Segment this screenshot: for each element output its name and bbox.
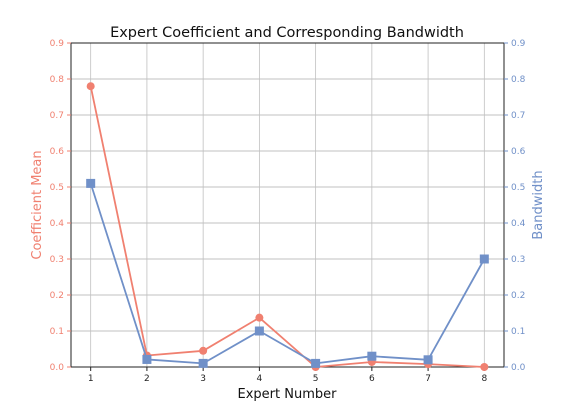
- series-1-point: [480, 363, 489, 371]
- left-axis-label: Coefficient Mean: [30, 150, 45, 259]
- right-tick-label: 0.5: [511, 183, 525, 193]
- right-tick-label: 0.4: [511, 219, 526, 229]
- series-2-point: [423, 355, 433, 365]
- plot-frame: [70, 42, 505, 368]
- series-1-point: [199, 346, 208, 355]
- left-tick-label: 0.1: [50, 327, 64, 337]
- right-tick-label: 0.2: [511, 291, 525, 301]
- x-tick-label: 7: [425, 374, 431, 384]
- x-tick-label: 8: [481, 374, 487, 384]
- left-tick-label: 0.3: [50, 255, 64, 265]
- right-tick-label: 0.7: [511, 111, 525, 121]
- left-tick-label: 0.4: [50, 219, 65, 229]
- chart-title: Expert Coefficient and Corresponding Ban…: [110, 25, 464, 41]
- left-tick-label: 0.2: [50, 291, 64, 301]
- right-tick-label: 0.6: [511, 147, 526, 157]
- right-tick-label: 0.8: [511, 75, 526, 85]
- left-tick-label: 0.5: [50, 183, 64, 193]
- right-tick-label: 0.9: [511, 39, 526, 49]
- x-axis-ticks: 1 2 3 4 5 6 7 8: [88, 367, 487, 384]
- right-axis-label: Bandwidth: [531, 170, 546, 239]
- left-tick-label: 0.8: [50, 75, 65, 85]
- x-tick-label: 4: [257, 374, 263, 384]
- left-tick-label: 0.9: [50, 39, 65, 49]
- right-tick-label: 0.0: [511, 363, 526, 373]
- x-tick-label: 6: [369, 374, 375, 384]
- x-tick-label: 5: [313, 374, 319, 384]
- left-tick-label: 0.6: [50, 147, 65, 157]
- right-tick-label: 0.1: [511, 327, 525, 337]
- series-2-point: [311, 358, 321, 368]
- series-layer: [86, 82, 489, 371]
- x-tick-label: 3: [200, 374, 206, 384]
- right-axis-ticks: 0.0 0.1 0.2 0.3 0.4 0.5 0.6 0.7 0.8 0.9: [504, 39, 526, 373]
- left-tick-label: 0.7: [50, 111, 64, 121]
- series-2-point: [367, 351, 377, 361]
- right-tick-label: 0.3: [511, 255, 525, 265]
- x-tick-label: 1: [88, 374, 94, 384]
- series-1-point: [255, 313, 264, 322]
- series-2-point: [254, 326, 264, 336]
- grid-lines: [71, 42, 504, 368]
- series-2-point: [86, 178, 96, 188]
- x-axis-label: Expert Number: [238, 387, 338, 402]
- series-line-2: [89, 183, 486, 365]
- series-2-point: [142, 354, 152, 364]
- series-line-1: [89, 86, 485, 368]
- left-tick-label: 0.0: [50, 363, 65, 373]
- x-tick-label: 2: [144, 374, 150, 384]
- series-2-point: [198, 358, 208, 368]
- series-1-point: [86, 82, 95, 91]
- series-2-point: [479, 254, 489, 264]
- left-axis-ticks: 0.0 0.1 0.2 0.3 0.4 0.5 0.6 0.7 0.8 0.9: [50, 39, 71, 373]
